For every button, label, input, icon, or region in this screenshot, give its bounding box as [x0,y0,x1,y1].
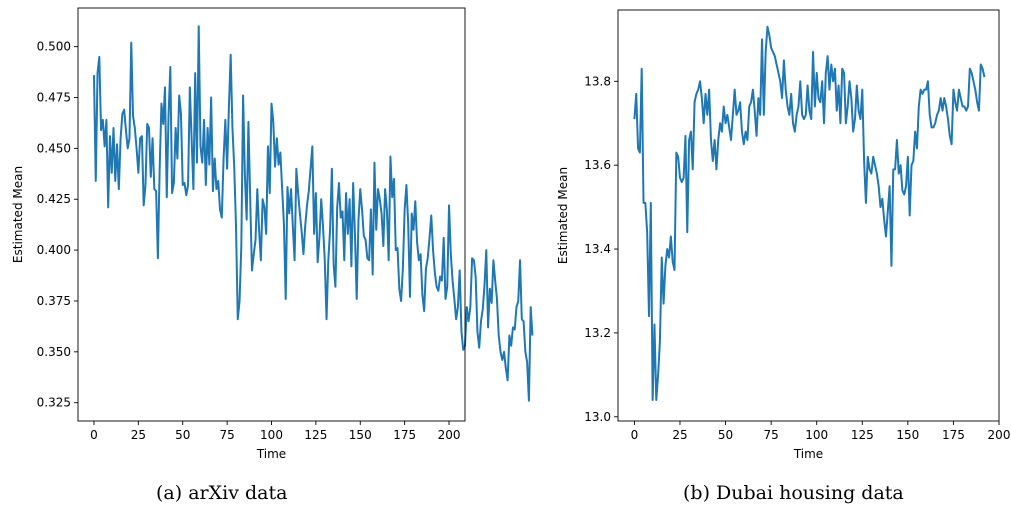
x-tick-label: 100 [260,428,283,442]
chart-dubai-housing: 0 25 50 75 100 125 150 175 200 13.0 13.2 13.4 13.6 13… [556,9,1011,461]
x-tick-label: 200 [988,428,1011,442]
y-tick-label: 13.8 [584,74,611,88]
x-tick-label: 50 [175,428,190,442]
y-tick-label: 13.6 [584,158,611,172]
x-tick-label: 175 [393,428,416,442]
x-tick-label: 75 [763,428,778,442]
chart-arxiv: 0 25 50 75 100 125 150 175 200 0.325 0.350 0.375 0.4… [11,7,534,461]
caption-dubai-housing: (b) Dubai housing data [683,482,904,504]
plot-frame [617,9,1000,422]
y-tick-label: 0.375 [37,294,71,308]
x-tick-label: 100 [805,428,828,442]
y-tick-label: 13.2 [584,326,611,340]
x-tick-label: 125 [851,428,874,442]
x-axis-label: Time [256,447,286,461]
y-tick-label: 0.400 [37,243,71,257]
y-axis-label: Estimated Mean [556,167,570,264]
series-line [633,25,986,402]
x-tick-label: 75 [219,428,234,442]
x-tick-label: 150 [349,428,372,442]
x-tick-label: 200 [438,428,461,442]
y-axis-label: Estimated Mean [11,166,25,263]
x-tick-label: 125 [304,428,327,442]
x-tick-label: 150 [896,428,919,442]
x-tick-label: 25 [131,428,146,442]
y-tick-label: 13.4 [584,242,611,256]
y-tick-label: 0.475 [37,91,71,105]
x-tick-label: 0 [631,428,639,442]
x-tick-label: 25 [672,428,687,442]
y-tick-label: 0.325 [37,396,71,410]
series-line [92,25,534,402]
x-tick-label: 0 [90,428,98,442]
caption-arxiv: (a) arXiv data [156,482,288,504]
y-tick-label: 0.425 [37,192,71,206]
x-axis-label: Time [793,447,823,461]
x-tick-label: 50 [718,428,733,442]
y-tick-label: 0.500 [37,40,71,54]
y-tick-label: 0.350 [37,345,71,359]
y-tick-label: 13.0 [584,410,611,424]
y-tick-label: 0.450 [37,141,71,155]
x-tick-label: 175 [942,428,965,442]
